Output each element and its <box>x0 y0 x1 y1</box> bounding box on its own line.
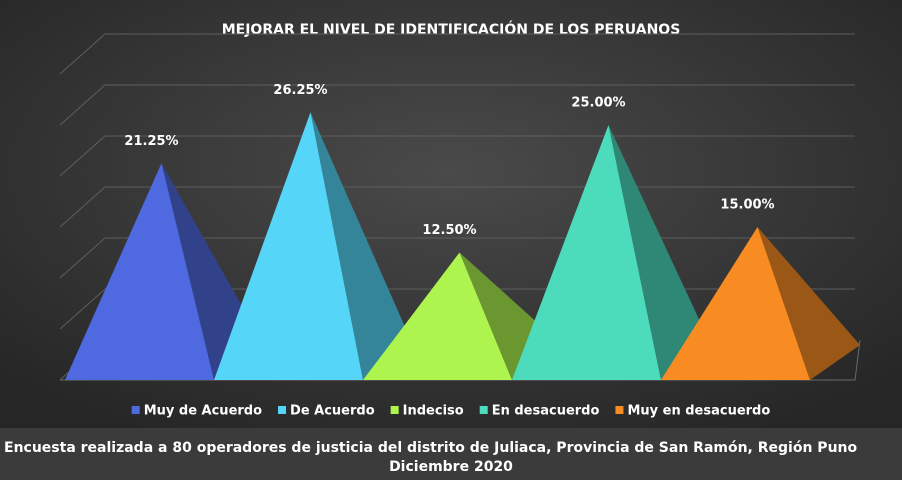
data-label: 12.50% <box>422 223 476 238</box>
legend-swatch <box>131 406 140 414</box>
legend-swatch <box>278 406 287 414</box>
legend-label: De Acuerdo <box>290 404 375 419</box>
legend-label: En desacuerdo <box>492 404 600 419</box>
legend-label: Muy de Acuerdo <box>144 404 262 419</box>
pyramid-front <box>512 125 661 380</box>
pyramid-side <box>757 227 860 380</box>
legend-label: Muy en desacuerdo <box>627 404 770 419</box>
chart-title: MEJORAR EL NIVEL DE IDENTIFICACIÓN DE LO… <box>222 20 681 38</box>
pyramid-front <box>214 112 363 380</box>
pyramid-front <box>661 227 810 380</box>
legend-swatch <box>479 406 488 414</box>
grid-line <box>59 84 855 126</box>
footer-background <box>0 428 902 480</box>
legend-swatch <box>615 406 624 414</box>
data-label: 25.00% <box>571 96 625 111</box>
data-label: 15.00% <box>720 198 774 213</box>
grid-line <box>59 33 855 75</box>
pyramid-front <box>65 163 214 380</box>
legend-label: Indeciso <box>403 404 464 419</box>
footnote: Encuesta realizada a 80 operadores de ju… <box>4 440 858 456</box>
pyramid-front <box>363 252 512 380</box>
footnote: Diciembre 2020 <box>389 459 513 475</box>
pyramid-side <box>608 125 711 380</box>
legend-swatch <box>390 406 399 414</box>
data-label: 26.25% <box>273 83 327 98</box>
data-label: 21.25% <box>124 134 178 149</box>
pyramid-side <box>310 112 413 380</box>
